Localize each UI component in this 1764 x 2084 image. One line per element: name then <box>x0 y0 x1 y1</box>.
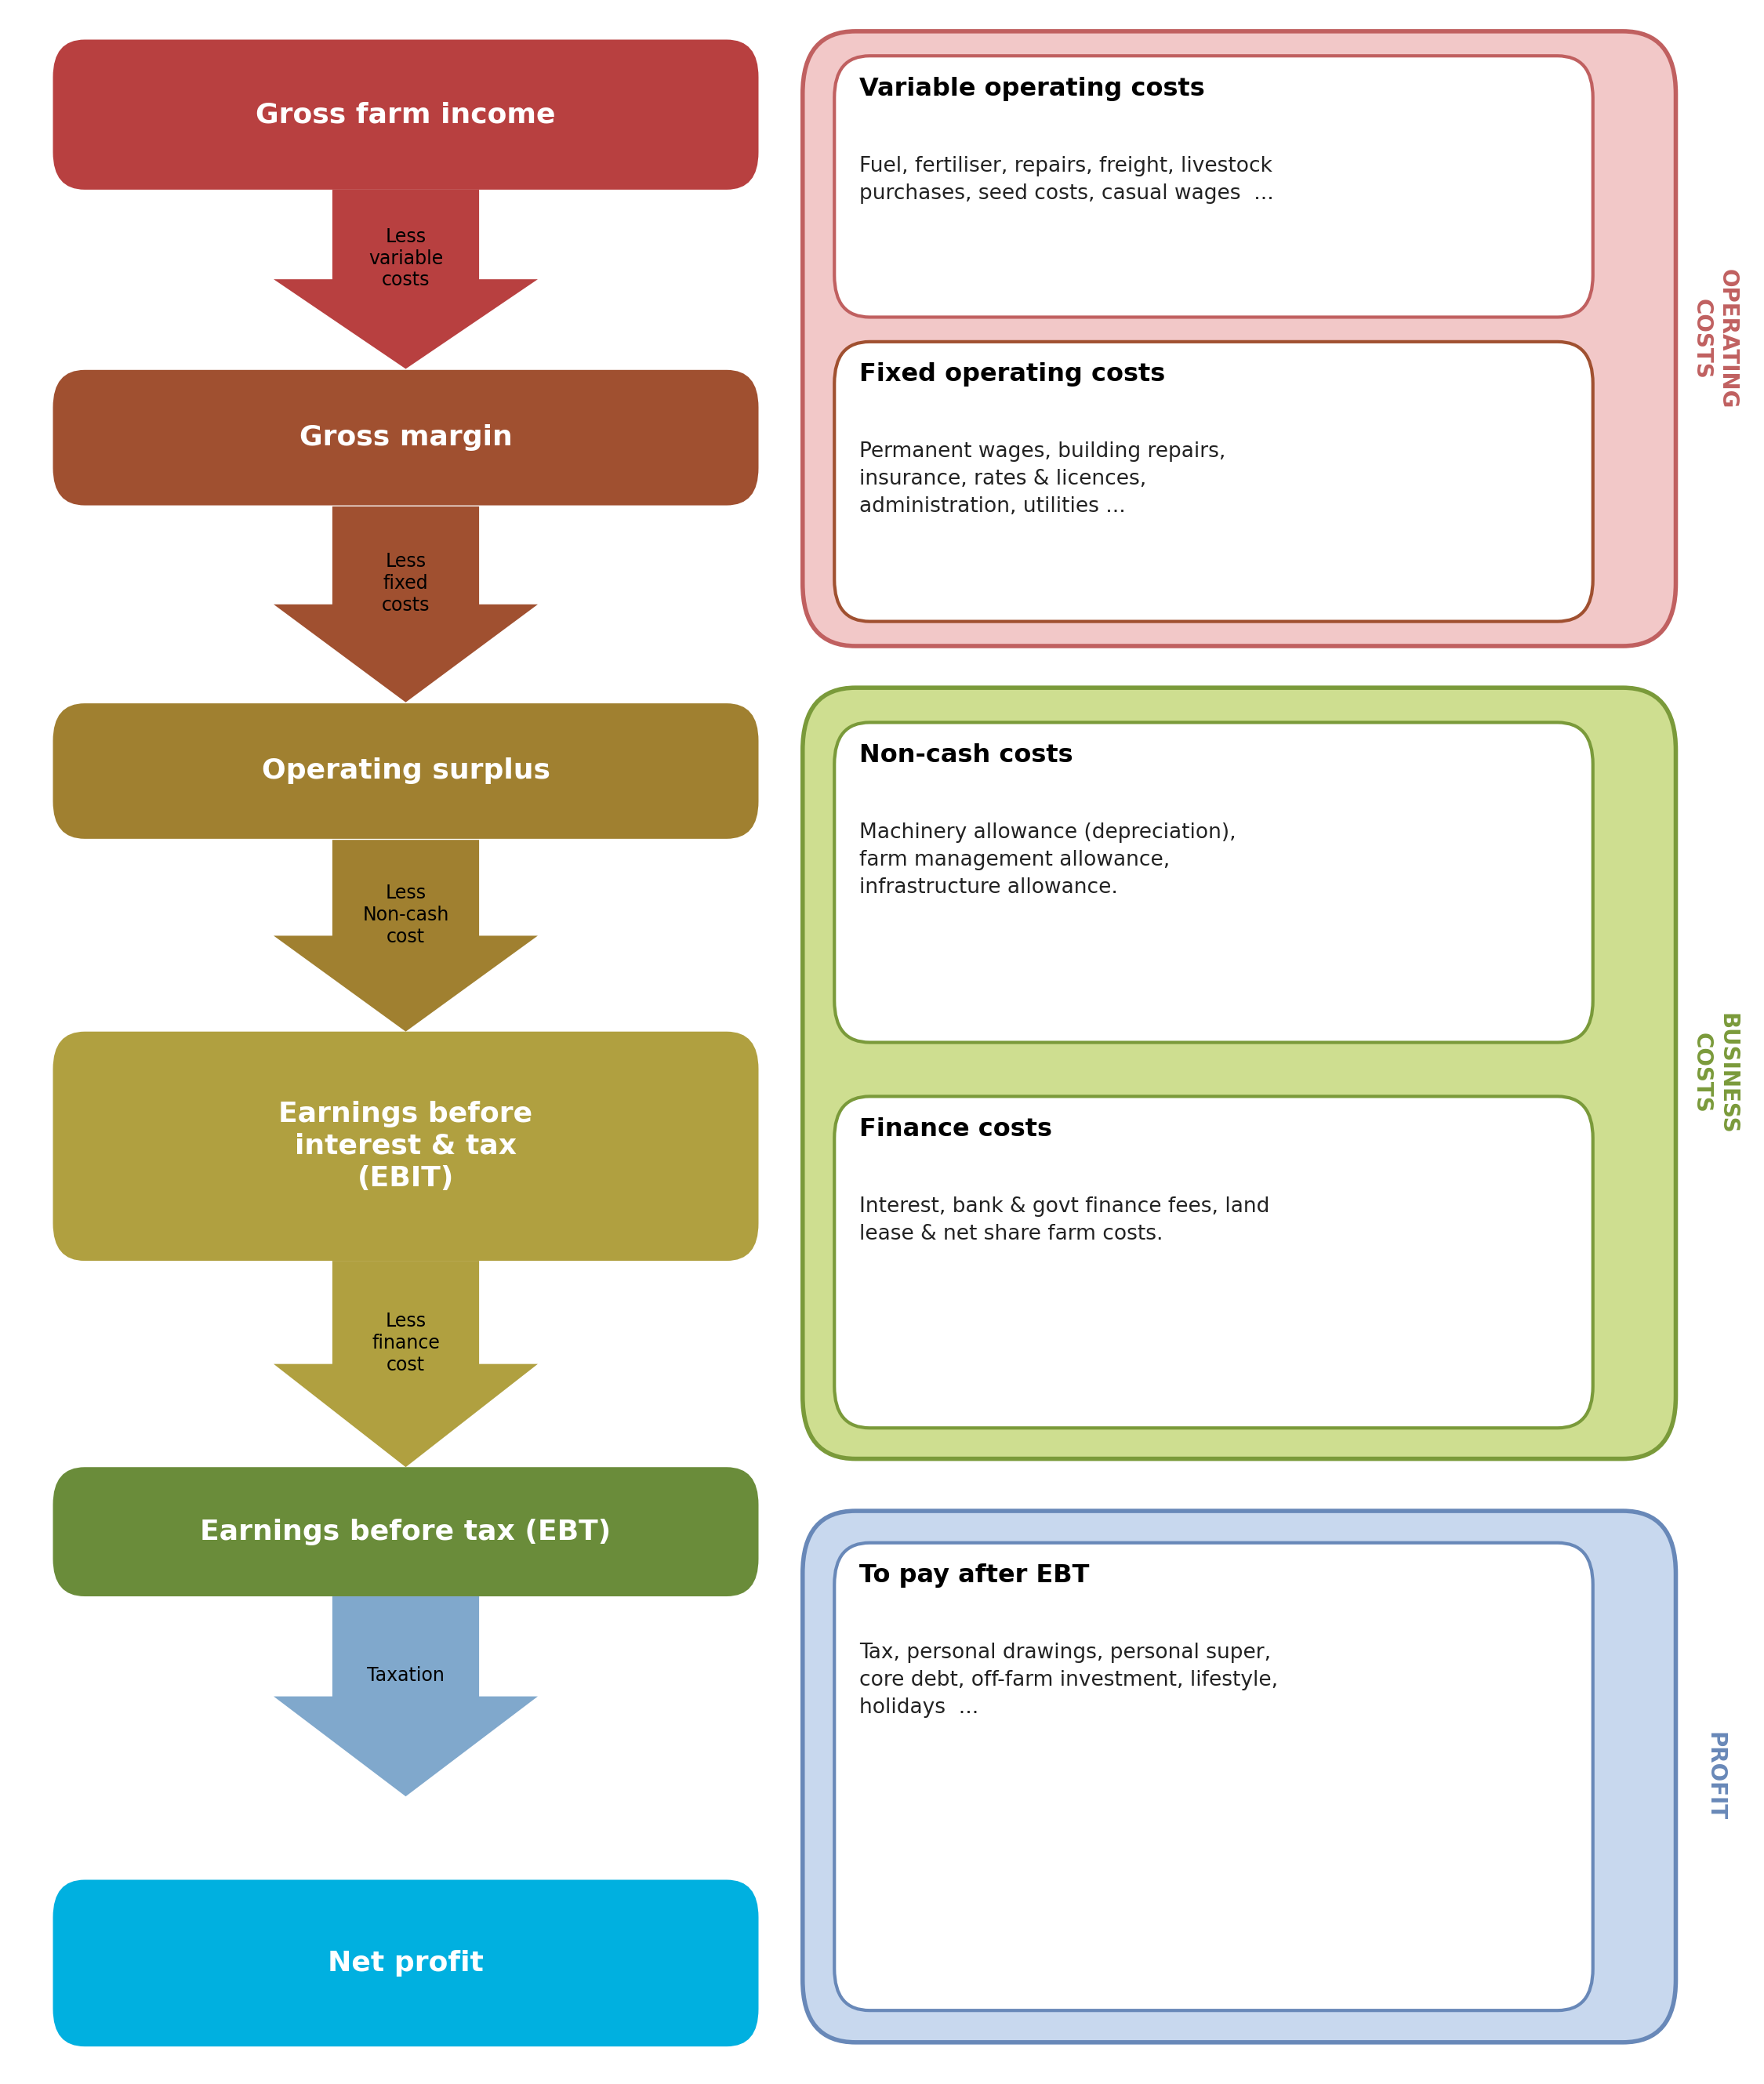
Text: Gross margin: Gross margin <box>300 425 512 450</box>
Polygon shape <box>273 506 538 702</box>
Text: Net profit: Net profit <box>328 1951 483 1976</box>
Text: Interest, bank & govt finance fees, land
lease & net share farm costs.: Interest, bank & govt finance fees, land… <box>859 1196 1270 1244</box>
Text: Fixed operating costs: Fixed operating costs <box>859 363 1164 388</box>
Text: PROFIT: PROFIT <box>1704 1732 1725 1821</box>
Text: Earnings before tax (EBT): Earnings before tax (EBT) <box>201 1519 612 1544</box>
FancyBboxPatch shape <box>834 723 1593 1042</box>
Text: Earnings before
interest & tax
(EBIT): Earnings before interest & tax (EBIT) <box>279 1100 533 1192</box>
FancyBboxPatch shape <box>53 371 759 504</box>
Text: OPERATING
COSTS: OPERATING COSTS <box>1692 269 1738 408</box>
Text: BUSINESS
COSTS: BUSINESS COSTS <box>1692 1013 1738 1134</box>
FancyBboxPatch shape <box>53 1880 759 2046</box>
FancyBboxPatch shape <box>53 702 759 840</box>
FancyBboxPatch shape <box>834 342 1593 621</box>
Text: To pay after EBT: To pay after EBT <box>859 1563 1088 1588</box>
Text: Finance costs: Finance costs <box>859 1117 1051 1142</box>
FancyBboxPatch shape <box>803 1511 1676 2042</box>
Text: Less
variable
costs: Less variable costs <box>369 227 443 290</box>
FancyBboxPatch shape <box>834 1096 1593 1428</box>
Polygon shape <box>273 1596 538 1796</box>
Text: Non-cash costs: Non-cash costs <box>859 744 1073 767</box>
Polygon shape <box>273 840 538 1032</box>
FancyBboxPatch shape <box>834 1542 1593 2011</box>
FancyBboxPatch shape <box>803 688 1676 1459</box>
FancyBboxPatch shape <box>834 56 1593 317</box>
Text: Tax, personal drawings, personal super,
core debt, off-farm investment, lifestyl: Tax, personal drawings, personal super, … <box>859 1642 1277 1717</box>
Text: Operating surplus: Operating surplus <box>261 759 550 784</box>
FancyBboxPatch shape <box>53 1032 759 1261</box>
Text: Machinery allowance (depreciation),
farm management allowance,
infrastructure al: Machinery allowance (depreciation), farm… <box>859 823 1237 898</box>
Polygon shape <box>273 1261 538 1467</box>
Text: Less
fixed
costs: Less fixed costs <box>381 552 430 615</box>
FancyBboxPatch shape <box>53 1467 759 1596</box>
Text: Fuel, fertiliser, repairs, freight, livestock
purchases, seed costs, casual wage: Fuel, fertiliser, repairs, freight, live… <box>859 156 1274 204</box>
Text: Permanent wages, building repairs,
insurance, rates & licences,
administration, : Permanent wages, building repairs, insur… <box>859 442 1226 517</box>
Polygon shape <box>273 190 538 369</box>
Text: Gross farm income: Gross farm income <box>256 102 556 127</box>
FancyBboxPatch shape <box>53 40 759 190</box>
Text: Taxation: Taxation <box>367 1665 445 1686</box>
Text: Less
finance
cost: Less finance cost <box>372 1313 439 1373</box>
Text: Variable operating costs: Variable operating costs <box>859 77 1205 100</box>
Text: Less
Non-cash
cost: Less Non-cash cost <box>362 884 450 946</box>
FancyBboxPatch shape <box>803 31 1676 646</box>
